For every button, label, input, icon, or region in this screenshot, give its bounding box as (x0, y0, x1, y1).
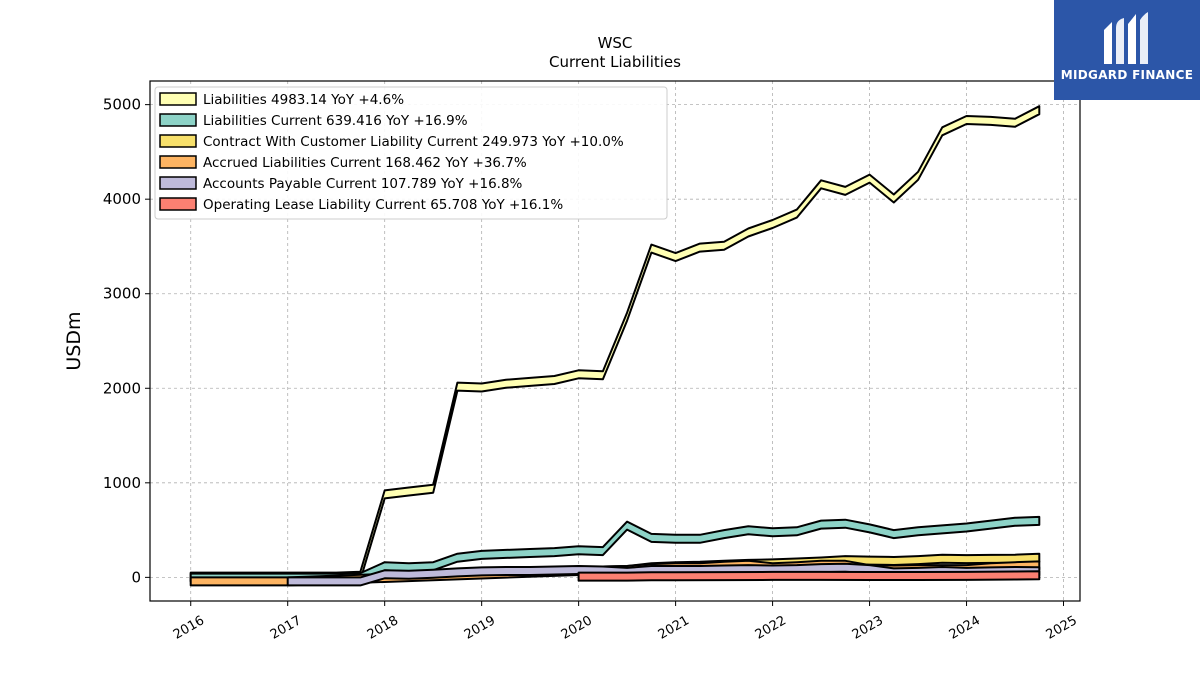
x-tick-label: 2022 (753, 613, 789, 643)
legend-swatch (159, 155, 197, 169)
legend-entry: Accrued Liabilities Current 168.462 YoY … (203, 155, 527, 171)
brand-logo: MIDGARD FINANCE (1054, 0, 1200, 100)
x-tick-label: 2017 (268, 613, 304, 643)
midgard-m-logo-icon (1102, 10, 1152, 72)
series-band-0 (189, 105, 1041, 582)
series-layer (189, 105, 1041, 587)
legend-entry: Operating Lease Liability Current 65.708… (203, 197, 563, 213)
legend-entry: Liabilities 4983.14 YoY +4.6% (203, 92, 404, 108)
series-band-5 (577, 570, 1041, 582)
y-tick-label: 3000 (103, 285, 141, 303)
legend-swatch (159, 197, 197, 211)
y-axis-label: USDm (63, 311, 85, 370)
chart-title: WSC (598, 34, 633, 52)
x-tick-label: 2023 (850, 613, 886, 643)
legend: Liabilities 4983.14 YoY +4.6% Liabilities… (154, 86, 668, 220)
y-tick-label: 2000 (103, 379, 141, 397)
x-tick-label: 2025 (1044, 613, 1080, 643)
legend-swatch (159, 176, 197, 190)
legend-entry: Contract With Customer Liability Current… (203, 134, 624, 150)
legend-entry: Liabilities Current 639.416 YoY +16.9% (203, 113, 468, 129)
legend-box (154, 86, 668, 220)
legend-swatch (159, 134, 197, 148)
y-tick-label: 1000 (103, 474, 141, 492)
legend-swatch (159, 92, 197, 106)
y-tick-label: 0 (131, 568, 141, 586)
x-tick-label: 2016 (171, 613, 207, 643)
plot-frame (149, 80, 1081, 602)
brand-name: MIDGARD FINANCE (1060, 68, 1194, 82)
y-tick-label: 5000 (103, 96, 141, 114)
chart-subtitle: Current Liabilities (549, 53, 681, 71)
legend-entry: Accounts Payable Current 107.789 YoY +16… (203, 176, 523, 192)
legend-swatch (159, 113, 197, 127)
x-tick-label: 2021 (656, 613, 692, 643)
series-band-1 (189, 515, 1041, 583)
x-tick-label: 2024 (947, 613, 983, 643)
x-tick-label: 2019 (462, 613, 498, 643)
y-tick-label: 4000 (103, 190, 141, 208)
x-tick-label: 2018 (365, 613, 401, 643)
x-tick-label: 2020 (559, 613, 595, 643)
